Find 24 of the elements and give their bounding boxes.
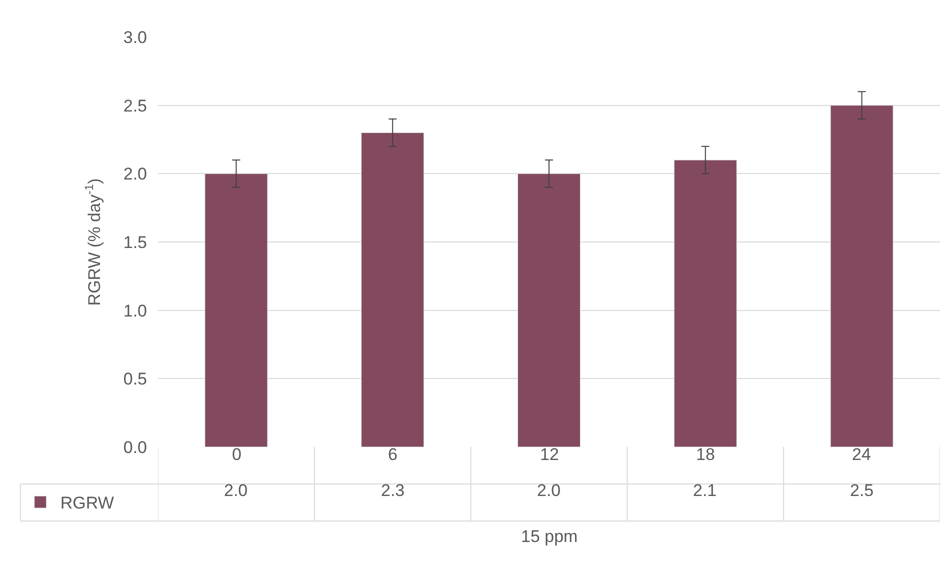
data-label: 2.3 [381,481,405,500]
legend-label: RGRW [60,494,114,513]
y-tick-label: 1.5 [123,232,147,252]
y-tick-label: 1.0 [123,301,147,320]
y-tick-label: 3.0 [123,28,147,47]
bar [361,132,424,447]
x-tick-label: 0 [232,445,242,464]
x-axis-title: 15 ppm [521,527,578,546]
x-tick-label: 24 [852,445,871,464]
x-tick-label: 18 [696,445,715,464]
x-tick-label: 6 [388,445,398,464]
bar [517,173,581,447]
y-tick-label: 0.0 [123,438,147,457]
y-tick-label: 2.0 [123,164,147,184]
bar [830,105,894,447]
data-label: 2.0 [224,481,248,500]
y-tick-label: 0.5 [123,370,147,389]
x-tick-label: 12 [540,445,559,464]
data-label: 2.5 [850,481,874,500]
data-label: 2.1 [693,481,717,500]
data-label: 2.0 [537,481,561,500]
y-tick-label: 2.5 [123,96,147,116]
bar [204,173,268,447]
bar [674,160,737,447]
